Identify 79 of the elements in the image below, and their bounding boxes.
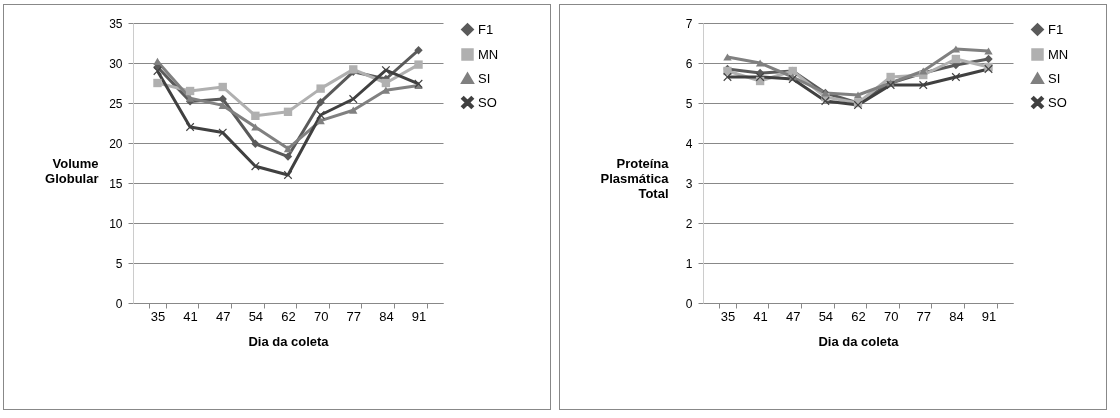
legend-label: MN — [1048, 46, 1069, 62]
point — [919, 80, 928, 90]
legend-label: F1 — [478, 21, 494, 37]
point — [251, 111, 260, 120]
x-tick-label: 70 — [313, 308, 329, 324]
y-tick-label: 35 — [109, 16, 123, 31]
y-tick-label: 7 — [685, 16, 693, 31]
y-tick-label: 5 — [115, 256, 123, 271]
point — [723, 53, 732, 61]
x-axis-title: Dia da coleta — [248, 333, 330, 349]
point — [984, 54, 993, 64]
y-tick-label: 2 — [685, 216, 693, 231]
x-tick-label: 77 — [346, 308, 361, 324]
point — [251, 123, 260, 131]
x-tick-label: 54 — [818, 308, 834, 324]
x-tick-label: 84 — [379, 308, 394, 324]
point — [316, 116, 325, 125]
y-axis-title: Proteína Plasmática Total — [600, 155, 670, 201]
y-tick-label: 6 — [685, 56, 693, 71]
point — [316, 110, 325, 120]
x-tick-label: 91 — [411, 308, 427, 324]
y-tick-label: 4 — [685, 136, 693, 151]
x-tick-label: 62 — [851, 308, 866, 324]
point — [218, 82, 227, 92]
point — [414, 46, 423, 55]
legend-label: SO — [1048, 94, 1067, 110]
point — [886, 72, 895, 82]
x-tick-label: 70 — [883, 308, 899, 324]
point — [349, 94, 358, 104]
legend-label: SI — [1048, 70, 1061, 86]
y-tick-label: 20 — [109, 136, 123, 151]
point — [821, 96, 830, 106]
point — [381, 66, 391, 75]
point — [381, 78, 391, 88]
point — [283, 144, 293, 153]
point — [283, 107, 293, 116]
y-axis-title: Volume Globular — [45, 155, 99, 186]
y-tick-label: 1 — [685, 256, 693, 271]
x-tick-label: 41 — [183, 308, 198, 324]
point — [251, 139, 260, 148]
point — [853, 91, 863, 99]
y-tick-label: 15 — [109, 176, 123, 191]
point — [755, 59, 765, 67]
x-tick-label: 47 — [216, 308, 231, 324]
point — [349, 106, 358, 114]
y-tick-label: 5 — [685, 96, 693, 111]
x-tick-label: 41 — [753, 308, 768, 324]
point — [283, 152, 293, 161]
point — [251, 162, 260, 171]
point — [153, 57, 162, 66]
legend-label: F1 — [1048, 21, 1064, 37]
y-tick-label: 10 — [109, 216, 123, 231]
point — [316, 98, 325, 107]
y-tick-label: 3 — [685, 176, 693, 191]
x-tick-label: 62 — [281, 308, 296, 324]
point — [153, 66, 162, 76]
x-tick-label: 35 — [720, 308, 736, 324]
y-tick-label: 25 — [109, 96, 123, 111]
point — [723, 72, 732, 82]
point — [414, 60, 423, 69]
x-tick-label: 91 — [981, 308, 997, 324]
point — [185, 94, 195, 102]
legend-label: MN — [478, 46, 499, 62]
y-tick-label: 30 — [109, 56, 123, 71]
x-tick-label: 77 — [916, 308, 931, 324]
x-tick-label: 84 — [949, 308, 964, 324]
point — [185, 86, 195, 96]
point — [984, 47, 993, 55]
legend-label: SO — [478, 94, 497, 110]
x-tick-label: 35 — [150, 308, 166, 324]
x-axis-title: Dia da coleta — [818, 333, 900, 349]
y-tick-label: 0 — [685, 296, 693, 311]
point — [153, 78, 162, 88]
legend-label: SI — [478, 70, 491, 86]
x-tick-label: 54 — [248, 308, 264, 324]
x-tick-label: 47 — [786, 308, 801, 324]
point — [951, 54, 961, 64]
point — [316, 84, 325, 93]
y-tick-label: 0 — [115, 296, 123, 311]
